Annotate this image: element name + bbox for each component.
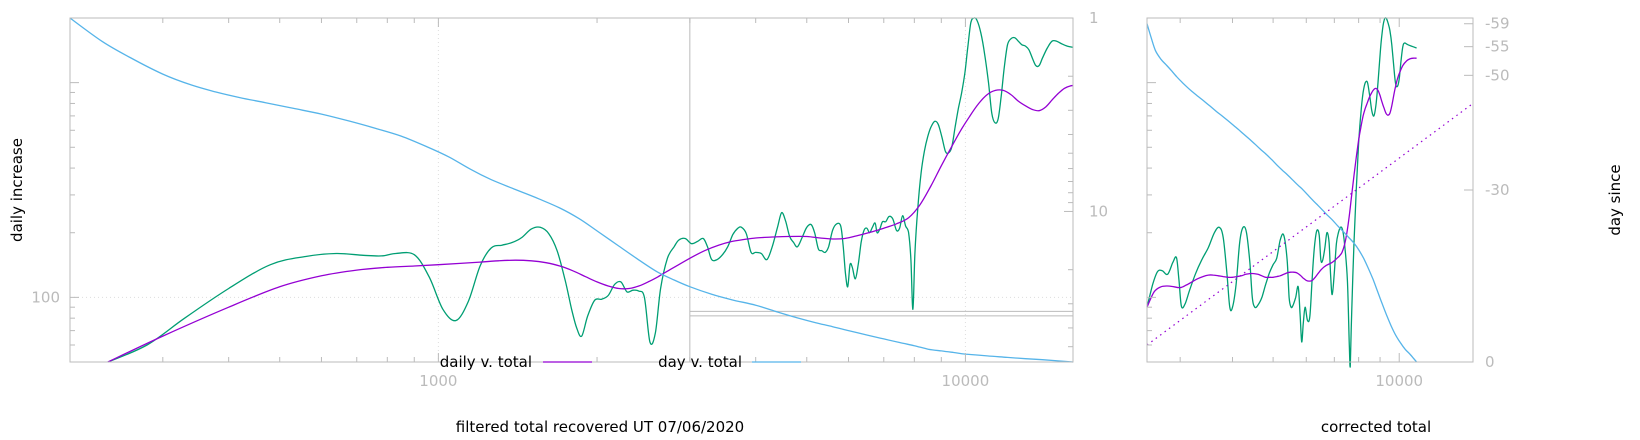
- y2-tick-label: -50: [1485, 66, 1510, 84]
- y2-axis-title: day since: [1606, 164, 1624, 235]
- plot-frame: [1146, 17, 1474, 363]
- legend: daily v. total day v. total: [440, 353, 801, 371]
- y2-tick-label: 0: [1485, 353, 1495, 371]
- ticks: 0 -30 -50 -55 -59 10000: [1147, 15, 1510, 390]
- y2-tick-label: -59: [1485, 15, 1510, 33]
- series-line-raw-0: [1146, 17, 1417, 368]
- y2-tick-label: -30: [1485, 181, 1510, 199]
- y2-tick-label: 10: [1089, 202, 1108, 220]
- annotations: [689, 18, 1073, 362]
- x-axis-title: filtered total recovered UT 07/06/2020: [456, 418, 744, 436]
- series-line-day-2: [1146, 23, 1418, 363]
- y-tick-label: 100: [31, 288, 60, 306]
- legend-label-daily: daily v. total: [440, 353, 532, 371]
- y2-tick-label: 1: [1089, 9, 1099, 27]
- grid: [70, 18, 1073, 362]
- panel-main: 1000 10000 100 1 10 filtered total recovered…: [8, 9, 1108, 436]
- y2-tick-label: -55: [1485, 38, 1510, 56]
- legend-label-day: day v. total: [658, 353, 742, 371]
- series-group: [69, 17, 1074, 363]
- series-group: [1146, 17, 1474, 368]
- series-line-day-v-total: [69, 17, 1074, 363]
- series-line-daily-1: [1146, 57, 1417, 308]
- x-tick-label: 10000: [1375, 372, 1423, 390]
- series-line-raw-0: [107, 17, 1074, 363]
- ticks: 1000 10000 100 1 10: [31, 9, 1108, 390]
- x-axis-title: corrected total: [1321, 418, 1431, 436]
- x-tick-label: 10000: [942, 372, 990, 390]
- series-line-daily-v-total: [107, 84, 1074, 363]
- panel-corrected: 0 -30 -50 -55 -59 10000 corrected total day s…: [1146, 15, 1624, 436]
- y-axis-title: daily increase: [8, 138, 26, 242]
- x-tick-label: 1000: [419, 372, 457, 390]
